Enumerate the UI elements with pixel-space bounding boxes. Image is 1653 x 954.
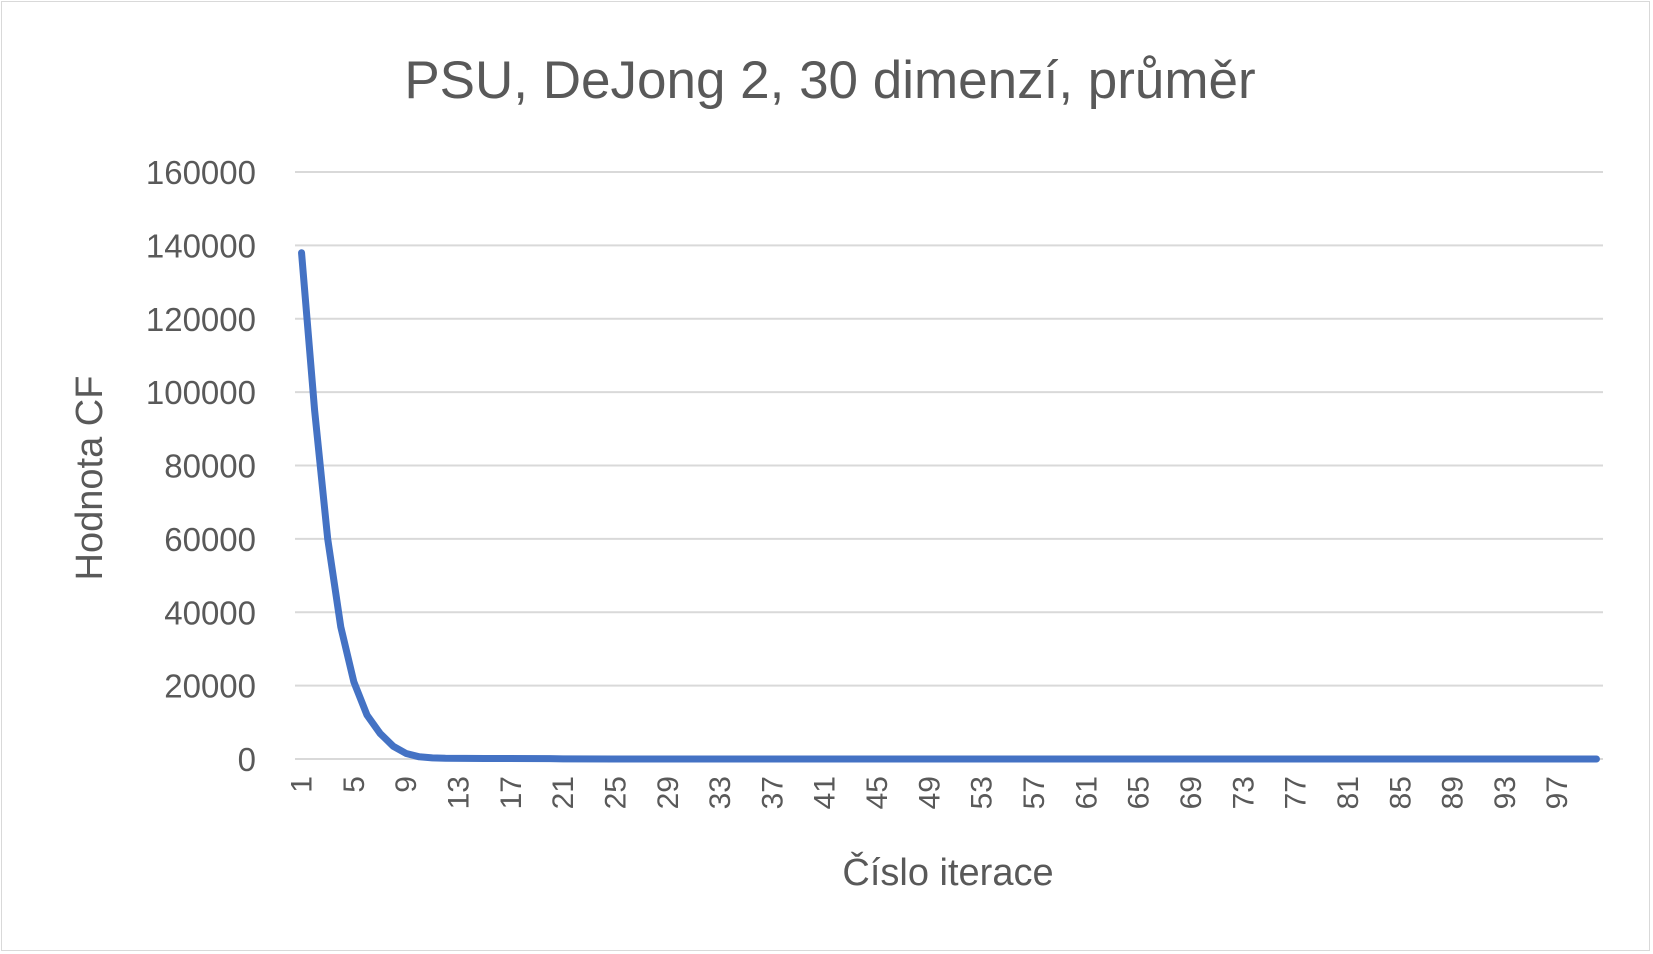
x-tick-label: 57: [1018, 776, 1051, 809]
x-tick-label: 93: [1489, 776, 1522, 809]
x-tick-label: 29: [652, 776, 685, 809]
x-tick-label: 1: [286, 776, 319, 793]
x-tick-label: 81: [1332, 776, 1365, 809]
y-tick-label: 120000: [146, 301, 256, 338]
y-axis-ticks: 0 20000 40000 60000 80000 100000 120000 140000 1…: [146, 154, 256, 778]
x-tick-label: 5: [338, 776, 371, 793]
x-tick-label: 69: [1175, 776, 1208, 809]
x-tick-label: 89: [1437, 776, 1470, 809]
x-tick-label: 17: [495, 776, 528, 809]
x-tick-label: 49: [913, 776, 946, 809]
x-tick-label: 25: [599, 776, 632, 809]
x-tick-label: 53: [966, 776, 999, 809]
y-tick-label: 100000: [146, 374, 256, 411]
x-axis-ticks: 1 5 9 13 17 21 25 29 33 37 41 45 49 53 57 61 65 69 73 77 81 8…: [286, 776, 1575, 809]
x-tick-label: 13: [443, 776, 476, 809]
x-tick-label: 77: [1280, 776, 1313, 809]
y-tick-label: 80000: [164, 448, 256, 485]
y-tick-label: 60000: [164, 521, 256, 558]
x-tick-label: 37: [756, 776, 789, 809]
x-tick-label: 21: [547, 776, 580, 809]
x-tick-label: 73: [1227, 776, 1260, 809]
y-tick-label: 140000: [146, 227, 256, 264]
y-tick-label: 20000: [164, 668, 256, 705]
x-tick-label: 33: [704, 776, 737, 809]
x-axis-title: Číslo iterace: [842, 850, 1053, 894]
y-tick-label: 0: [238, 741, 256, 778]
y-tick-label: 160000: [146, 154, 256, 191]
series-layer: [298, 249, 1600, 763]
x-tick-label: 61: [1070, 776, 1103, 809]
gridlines: [295, 171, 1603, 760]
x-tick-label: 65: [1123, 776, 1156, 809]
chart-title: PSU, DeJong 2, 30 dimenzí, průměr: [404, 51, 1255, 110]
x-tick-label: 45: [861, 776, 894, 809]
x-tick-label: 85: [1384, 776, 1417, 809]
x-tick-label: 41: [809, 776, 842, 809]
x-tick-label: 9: [390, 776, 423, 793]
y-axis-title: Hodnota CF: [69, 376, 111, 581]
series-line-0: [298, 249, 1600, 763]
y-tick-label: 40000: [164, 594, 256, 631]
x-tick-label: 97: [1541, 776, 1574, 809]
